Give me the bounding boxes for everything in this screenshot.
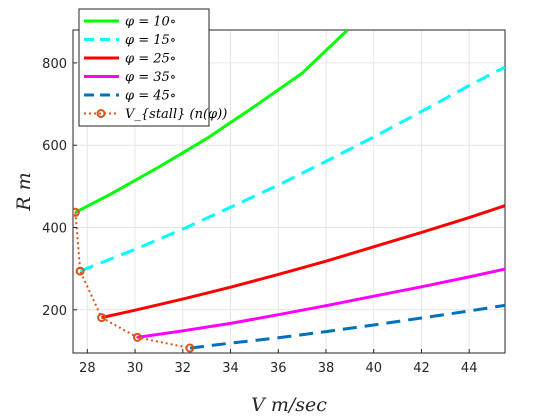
series-line-3 [101,204,505,320]
legend-label: φ = 35∘ [125,70,176,85]
y-axis-label: R m [13,172,35,211]
series-line-5 [189,303,505,350]
series-line-2 [79,65,505,273]
stall-point-marker [75,266,85,276]
stall-point-marker [185,343,195,353]
x-tick-label: 38 [318,361,335,376]
stall-point-marker [73,207,80,217]
x-tick-label: 30 [127,361,144,376]
y-tick-label: 800 [42,57,67,72]
x-tick-label: 36 [270,361,287,376]
legend: φ = 10∘ φ = 15∘ φ = 25∘ φ = 35∘ φ = 45∘ V_{st… [78,8,227,127]
tick-labels: 28 30 32 34 36 38 40 42 44 200 400 600 800 [42,57,477,376]
legend-box [78,8,210,127]
series-line-6 [74,212,191,350]
plot-area [72,29,506,354]
legend-label: φ = 45∘ [125,89,176,104]
series-layer [73,30,505,353]
x-tick-label: 40 [365,361,382,376]
legend-marker [96,109,106,118]
y-tick-label: 200 [42,304,67,319]
x-axis-label: V m/sec [251,394,327,416]
legend-label: φ = 25∘ [125,52,176,67]
y-tick-label: 600 [42,139,67,154]
x-tick-label: 28 [79,361,96,376]
series-line-4 [137,267,505,339]
x-tick-label: 32 [175,361,192,376]
x-tick-label: 34 [222,361,239,376]
stall-point-marker [132,332,142,342]
x-tick-label: 44 [461,361,478,376]
y-tick-label: 400 [42,222,67,237]
stall-point-marker [97,313,107,323]
legend-label: V_{stall} (n(φ)) [125,107,227,122]
series-line-1 [74,30,349,214]
x-tick-label: 42 [413,361,430,376]
legend-label: φ = 10∘ [125,15,176,30]
legend-label: φ = 15∘ [125,33,176,48]
